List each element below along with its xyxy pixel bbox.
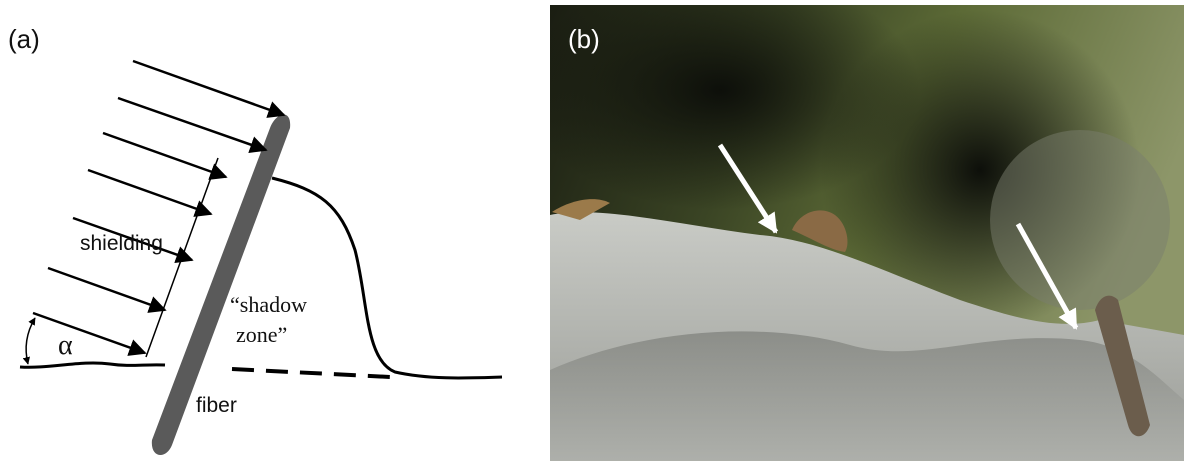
shadow-zone-label: “shadow xyxy=(230,292,307,317)
dashed-surface xyxy=(232,369,390,377)
page: (a) α shielding “shadow zone” fiber xyxy=(0,0,1184,461)
shadow-boundary xyxy=(272,178,502,378)
shielding-label: shielding xyxy=(80,232,163,255)
panel-label: (a) xyxy=(8,24,40,54)
angle-label: α xyxy=(58,330,73,361)
figure: (a) α shielding “shadow zone” fiber xyxy=(0,0,1184,461)
angle-arc xyxy=(26,318,35,364)
panel-b: (b) xyxy=(520,0,1184,461)
panel-a: (a) α shielding “shadow zone” fiber xyxy=(8,24,502,455)
fiber-label: fiber xyxy=(196,394,237,417)
shadow-zone-label: zone” xyxy=(236,322,287,347)
panel-label: (b) xyxy=(568,24,600,54)
surface-line xyxy=(20,363,165,367)
